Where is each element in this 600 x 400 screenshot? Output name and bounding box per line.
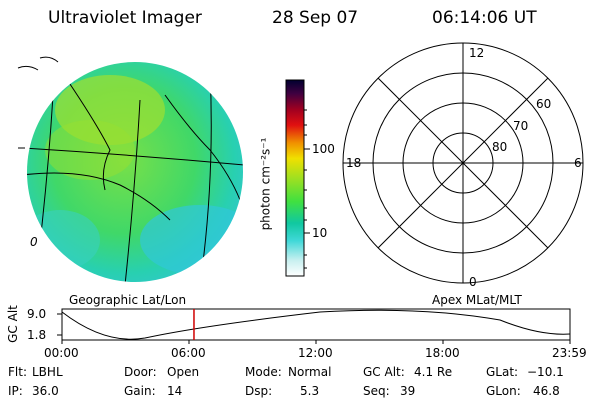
glat-key: GLat: (486, 365, 519, 379)
colorbar-ticks (304, 109, 310, 269)
mode-key: Mode: (245, 365, 282, 379)
timeline-x-tick: 12:00 (298, 346, 333, 360)
glon-key: GLon: (486, 384, 521, 398)
ip-value: 36.0 (32, 384, 59, 398)
coastline (164, 94, 241, 201)
date-label: 28 Sep 07 (272, 8, 359, 28)
altitude-curve (61, 309, 571, 340)
mode-value: Normal (288, 365, 332, 379)
dim-patch (140, 205, 243, 275)
color-bar (285, 79, 305, 277)
gain-value: 14 (167, 384, 183, 398)
mlt-label-top: 12 (469, 46, 485, 60)
mlat-label-80: 80 (492, 140, 508, 154)
coastline (39, 56, 59, 63)
mlat-label-60: 60 (536, 97, 552, 111)
mlt-label-right: 6 (574, 156, 582, 170)
dsp-value: 5.3 (300, 384, 320, 398)
instrument-title: Ultraviolet Imager (48, 8, 202, 28)
flt-value: LBHL (32, 365, 63, 379)
door-value: Open (167, 365, 200, 379)
polar-panel-label: Apex MLat/MLT (432, 293, 522, 307)
colorbar-tick-label: 10 (312, 226, 328, 240)
mlat-label-70: 70 (513, 119, 529, 133)
gc-alt-value: 4.1 Re (414, 365, 453, 379)
polar-diagonal (377, 77, 549, 249)
coastline (17, 65, 39, 71)
gc-alt-key: GC Alt: (363, 365, 405, 379)
colorbar-tick-label: 100 (312, 142, 335, 156)
gain-key: Gain: (124, 384, 156, 398)
uv-earth-disk (17, 56, 243, 282)
polar-plot (342, 42, 584, 284)
timeline-y-tick: 1.8 (27, 328, 47, 342)
timeline-x-tick: 00:00 (44, 346, 79, 360)
timeline-x-tick: 23:59 (552, 346, 587, 360)
dsp-key: Dsp: (245, 384, 273, 398)
time-label: 06:14:06 UT (432, 8, 537, 28)
globe-edge-label: 0 (30, 235, 38, 249)
outer-coastlines (17, 56, 59, 149)
seq-key: Seq: (363, 384, 390, 398)
globe-panel-label: Geographic Lat/Lon (69, 293, 187, 307)
flt-key: Flt: (8, 365, 27, 379)
timeline-y-axis-label: GC Alt (5, 305, 20, 343)
timeline-ticks (57, 313, 571, 344)
coastline (54, 62, 111, 191)
timeline-y-tick: 9.0 (27, 307, 47, 321)
glat-value: −10.1 (527, 365, 564, 379)
coastline (27, 172, 171, 221)
timeline-plot (57, 308, 571, 344)
colorbar-unit-label: photon cm⁻²s⁻¹ (258, 137, 273, 231)
longitude-line (124, 99, 141, 282)
bright-patch (45, 120, 135, 180)
glon-value: 46.8 (533, 384, 560, 398)
door-key: Door: (124, 365, 157, 379)
mlt-label-bottom: 0 (469, 275, 477, 289)
timeline-x-tick: 06:00 (171, 346, 206, 360)
seq-value: 39 (400, 384, 416, 398)
mlt-label-left: 18 (346, 156, 362, 170)
ip-key: IP: (8, 384, 23, 398)
timeline-frame (61, 308, 571, 341)
timeline-x-tick: 18:00 (425, 346, 460, 360)
